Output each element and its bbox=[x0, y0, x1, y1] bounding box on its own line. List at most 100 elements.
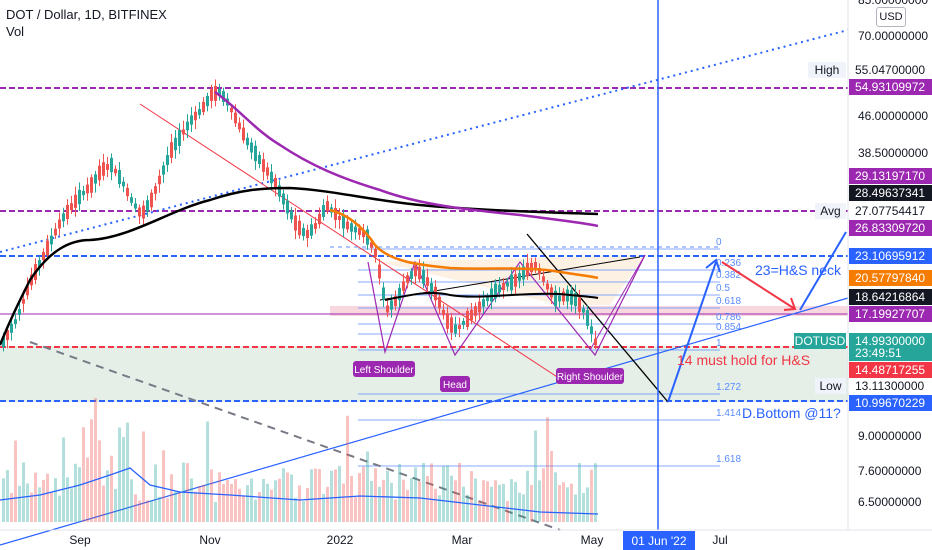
volume-bar bbox=[90, 419, 93, 522]
volume-bar bbox=[514, 481, 517, 522]
volume-bar bbox=[194, 491, 197, 522]
label-right-shoulder: Right Shoulder bbox=[556, 368, 624, 384]
candle-body bbox=[294, 215, 297, 231]
price-axis[interactable]: 85.00000000 70.00000000 46.00000000 38.5000… bbox=[858, 0, 928, 509]
volume-bar bbox=[474, 478, 477, 522]
time-axis-label: May bbox=[581, 533, 604, 547]
volume-bar bbox=[402, 479, 405, 522]
candle-body bbox=[26, 286, 29, 296]
volume-bar bbox=[70, 488, 73, 522]
price-tag-hline-27 bbox=[849, 220, 932, 236]
volume-bar bbox=[410, 478, 413, 522]
svg-text:Right Shoulder: Right Shoulder bbox=[557, 372, 624, 383]
candle-body bbox=[550, 287, 553, 298]
hs-outline-r bbox=[589, 254, 646, 351]
trendline-red[interactable] bbox=[139, 103, 566, 383]
volume-bar bbox=[110, 455, 113, 522]
volume-bar bbox=[330, 470, 333, 522]
volume-bar bbox=[490, 486, 493, 522]
candle-body bbox=[514, 274, 517, 287]
volume-bar bbox=[346, 415, 349, 522]
volume-bar bbox=[498, 484, 501, 522]
volume-bar bbox=[574, 494, 577, 522]
arrow-up bbox=[667, 258, 721, 403]
candle-body bbox=[530, 262, 533, 273]
candle-body bbox=[22, 299, 25, 304]
candle-body bbox=[302, 227, 305, 237]
candle-body bbox=[318, 213, 321, 225]
volume-bar bbox=[430, 463, 433, 522]
candle-body bbox=[98, 165, 101, 181]
volume-bar bbox=[550, 450, 553, 522]
volume-bar bbox=[394, 499, 397, 522]
volume-bar bbox=[218, 472, 221, 522]
price-tag-value: 29.13197170 bbox=[855, 169, 925, 183]
price-tag-support-14 bbox=[849, 362, 932, 378]
candle-body bbox=[562, 291, 565, 302]
volume-bar bbox=[250, 478, 253, 522]
price-tag-label-bg bbox=[815, 378, 846, 394]
volume-bar bbox=[334, 469, 337, 522]
candle-body bbox=[522, 266, 525, 280]
trendline-support[interactable] bbox=[0, 297, 849, 546]
volume-bar bbox=[466, 494, 469, 522]
volume-bar bbox=[106, 470, 109, 522]
symbol-title[interactable]: DOT / Dollar, 1D, BITFINEX bbox=[6, 7, 167, 22]
candle-body bbox=[374, 249, 377, 257]
volume-bar bbox=[294, 497, 297, 522]
volume-bar bbox=[370, 480, 373, 522]
volume-bar bbox=[526, 470, 529, 522]
price-tag-avg bbox=[849, 203, 932, 219]
trendline-dotted[interactable] bbox=[0, 29, 849, 253]
volume-bar bbox=[566, 487, 569, 522]
candle-body bbox=[326, 201, 329, 211]
volume-bar bbox=[122, 437, 125, 522]
volume-bar bbox=[230, 483, 233, 522]
candle-body bbox=[210, 89, 213, 101]
trendline-black[interactable] bbox=[526, 233, 669, 403]
volume-bar bbox=[10, 493, 13, 522]
volume-bar bbox=[278, 478, 281, 522]
volume-bar bbox=[358, 472, 361, 522]
volume-bar bbox=[14, 440, 17, 522]
candle-body bbox=[594, 338, 597, 346]
candle-body bbox=[158, 175, 161, 185]
volume-bar bbox=[522, 494, 525, 522]
volume-bar bbox=[442, 466, 445, 522]
candle-body bbox=[570, 290, 573, 305]
candle-body bbox=[510, 274, 513, 291]
volume-bar bbox=[262, 478, 265, 522]
volume-bars bbox=[2, 398, 597, 522]
volume-bar bbox=[590, 469, 593, 522]
price-tag-ma-purple bbox=[849, 168, 932, 184]
volume-bar bbox=[458, 462, 461, 522]
volume-bar bbox=[318, 468, 321, 522]
candle-body bbox=[254, 145, 257, 162]
candle-body bbox=[362, 229, 365, 238]
candle-body bbox=[90, 177, 93, 193]
volume-bar bbox=[326, 486, 329, 522]
price-tag-ma-black bbox=[849, 185, 932, 201]
candle-body bbox=[262, 159, 265, 172]
candle-body bbox=[482, 299, 485, 307]
volume-bar bbox=[6, 470, 9, 522]
volume-bar bbox=[462, 486, 465, 522]
candle-body bbox=[18, 309, 21, 315]
candle-body bbox=[174, 137, 177, 151]
candle-body bbox=[114, 168, 117, 174]
trendline-dashed[interactable] bbox=[29, 341, 561, 531]
hs-pattern-outline bbox=[367, 254, 646, 357]
time-axis[interactable]: Sep Nov 2022 Mar May Jul 01 Jun '22 bbox=[69, 531, 728, 550]
volume-bar bbox=[30, 492, 33, 522]
fib-label: 1.618 bbox=[716, 454, 741, 465]
volume-bar bbox=[26, 483, 29, 522]
price-axis-label: 6.50000000 bbox=[858, 495, 922, 509]
price-tag-value: 55.04700000 bbox=[855, 63, 925, 77]
currency-button[interactable]: USD bbox=[876, 7, 906, 27]
volume-bar bbox=[282, 468, 285, 522]
volume-bar bbox=[222, 483, 225, 522]
volume-bar bbox=[378, 486, 381, 522]
volume-bar bbox=[190, 478, 193, 522]
